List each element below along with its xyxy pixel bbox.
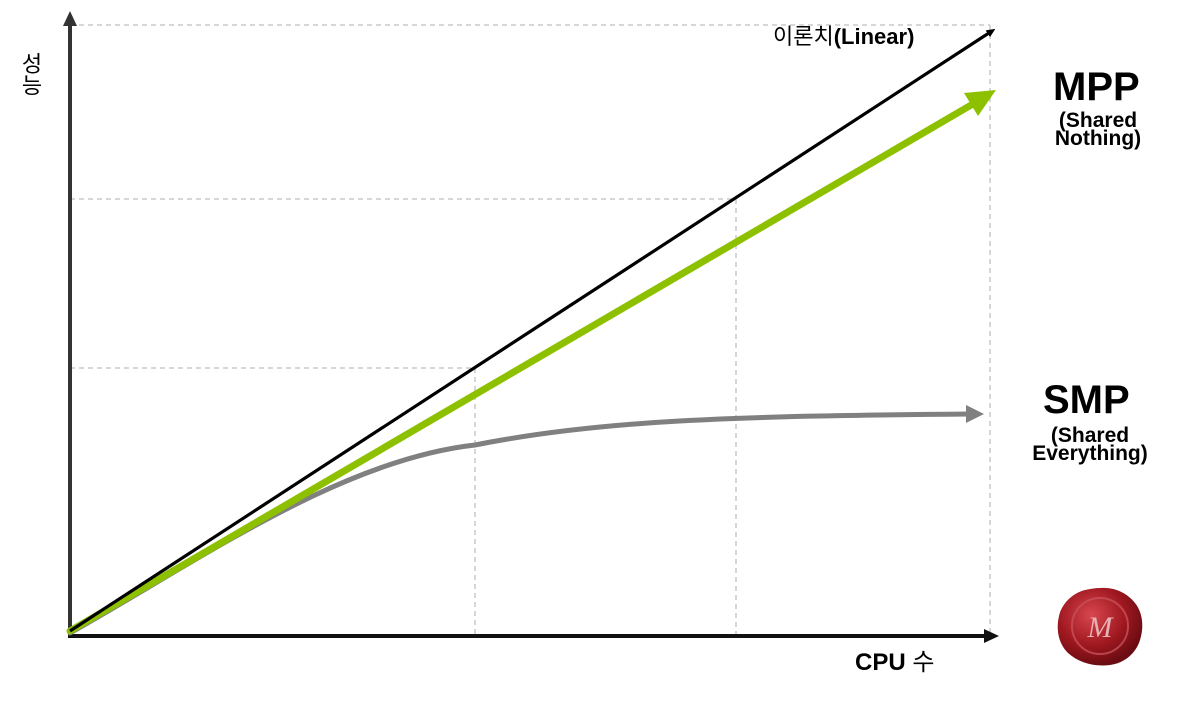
smp-subtitle-line2: Everything) [1032, 441, 1148, 465]
wax-seal-logo: M [1057, 587, 1143, 666]
linear-label: 이론치(Linear) [773, 26, 914, 49]
mpp-subtitle-line1: (Shared [1058, 109, 1138, 132]
x-axis-label-latin: CPU [855, 649, 913, 676]
seal-inner-ring [1071, 597, 1129, 655]
y-axis-label: 성능 [17, 52, 42, 96]
mpp-arrow-icon [964, 90, 996, 116]
smp-subtitle-line1: (Shared [1050, 424, 1130, 447]
axes [63, 11, 999, 643]
linear-label-korean: 이론치 [773, 25, 834, 50]
smp-arrow-icon [966, 405, 984, 423]
linear-label-english: (Linear) [833, 24, 915, 49]
y-axis-arrow-icon [63, 11, 77, 26]
smp-curve [67, 411, 973, 636]
linear-line [69, 28, 996, 633]
smp-subtitle: (Shared Everything) [1016, 424, 1164, 465]
smp-title: SMP [1043, 378, 1130, 422]
mpp-line [66, 97, 982, 635]
mpp-subtitle-line2: Nothing) [1054, 126, 1142, 150]
x-axis-label-korean: 수 [912, 648, 935, 676]
x-axis-arrow-icon [984, 629, 999, 643]
mpp-title: MPP [1053, 65, 1140, 109]
mpp-subtitle: (Shared Nothing) [1040, 109, 1156, 150]
seal-monogram: M [1087, 611, 1115, 644]
x-axis-label: CPU 수 [855, 650, 934, 675]
